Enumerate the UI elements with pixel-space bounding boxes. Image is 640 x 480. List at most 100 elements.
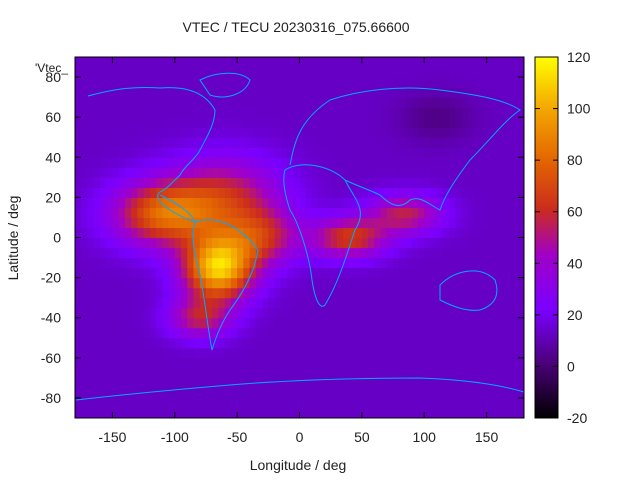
heatmap-cell	[318, 77, 326, 88]
heatmap-cell	[156, 357, 163, 369]
heatmap-cell	[461, 267, 469, 279]
heatmap-cell	[449, 347, 457, 359]
heatmap-cell	[442, 317, 450, 329]
coast-australia	[439, 270, 498, 311]
heatmap-cell	[374, 137, 382, 148]
heatmap-cell	[318, 337, 326, 349]
heatmap-cell	[380, 377, 388, 389]
heatmap-cell	[262, 87, 269, 98]
heatmap-cell	[505, 127, 513, 138]
heatmap-cell	[212, 367, 220, 379]
heatmap-cell	[411, 397, 419, 409]
heatmap-cell	[218, 97, 226, 108]
heatmap-cell	[99, 217, 107, 229]
heatmap-cell	[318, 167, 326, 178]
heatmap-cell	[517, 107, 524, 118]
heatmap-cell	[417, 217, 425, 229]
heatmap-cell	[299, 127, 307, 138]
heatmap-cell	[305, 277, 313, 289]
heatmap-cell	[405, 247, 413, 259]
heatmap-cell	[224, 197, 232, 209]
heatmap-cell	[124, 397, 132, 409]
heatmap-cell	[311, 207, 319, 219]
heatmap-cell	[81, 87, 89, 98]
heatmap-cell	[380, 207, 388, 219]
heatmap-cell	[93, 117, 101, 128]
heatmap-cell	[274, 87, 282, 98]
heatmap-cell	[411, 377, 419, 389]
heatmap-cell	[449, 77, 457, 88]
heatmap-cell	[106, 337, 114, 349]
heatmap-cell	[280, 327, 288, 339]
heatmap-cell	[355, 97, 363, 108]
heatmap-cell	[205, 407, 213, 418]
heatmap-cell	[280, 357, 288, 369]
heatmap-cell	[442, 57, 450, 68]
heatmap-cell	[417, 147, 425, 158]
heatmap-cell	[349, 287, 357, 299]
heatmap-cell	[449, 297, 457, 309]
heatmap-cell	[436, 97, 444, 108]
heatmap-cell	[474, 407, 481, 418]
heatmap-cell	[181, 127, 188, 138]
heatmap-cell	[330, 397, 338, 409]
heatmap-cell	[187, 137, 195, 148]
heatmap-cell	[268, 197, 276, 209]
heatmap-cell	[243, 107, 251, 118]
heatmap-cell	[386, 167, 394, 178]
heatmap-cell	[212, 247, 220, 259]
heatmap-cell	[330, 77, 338, 88]
heatmap-cell	[343, 197, 350, 209]
heatmap-cell	[330, 367, 338, 379]
heatmap-cell	[343, 287, 350, 299]
heatmap-cell	[374, 97, 382, 108]
heatmap-cell	[280, 377, 288, 389]
heatmap-cell	[218, 247, 226, 259]
heatmap-cell	[162, 297, 170, 309]
y-tick-label: -60	[41, 350, 61, 366]
heatmap-cell	[467, 347, 475, 359]
heatmap-cell	[287, 327, 294, 339]
heatmap-cell	[162, 207, 170, 219]
heatmap-cell	[349, 137, 357, 148]
heatmap-cell	[162, 317, 170, 329]
heatmap-cell	[93, 107, 101, 118]
heatmap-cell	[492, 297, 500, 309]
heatmap-cell	[168, 77, 176, 88]
heatmap-cell	[131, 147, 138, 158]
heatmap-cell	[324, 167, 332, 178]
heatmap-cell	[156, 87, 163, 98]
heatmap-cell	[442, 287, 450, 299]
heatmap-cell	[156, 97, 163, 108]
heatmap-cell	[305, 267, 313, 279]
heatmap-cell	[336, 97, 344, 108]
heatmap-cell	[268, 107, 276, 118]
heatmap-cell	[156, 327, 163, 339]
heatmap-cell	[442, 407, 450, 418]
heatmap-cell	[237, 157, 244, 168]
heatmap-cell	[318, 367, 326, 379]
heatmap-cell	[349, 147, 357, 158]
heatmap-cell	[324, 227, 332, 239]
heatmap-cell	[280, 287, 288, 299]
heatmap-cell	[467, 177, 475, 188]
heatmap-cell	[393, 157, 400, 168]
heatmap-cell	[517, 217, 524, 229]
heatmap-cell	[436, 107, 444, 118]
heatmap-cell	[474, 97, 481, 108]
heatmap-cell	[386, 297, 394, 309]
heatmap-cell	[517, 147, 524, 158]
heatmap-cell	[193, 127, 201, 138]
heatmap-cell	[449, 137, 457, 148]
heatmap-cell	[486, 57, 494, 68]
heatmap-cell	[249, 407, 257, 418]
heatmap-cell	[262, 277, 269, 289]
heatmap-cell	[517, 67, 524, 78]
heatmap-cell	[386, 327, 394, 339]
heatmap-cell	[187, 267, 195, 279]
heatmap-cell	[411, 327, 419, 339]
heatmap-cell	[436, 57, 444, 68]
heatmap-cell	[124, 87, 132, 98]
heatmap-cell	[517, 117, 524, 128]
heatmap-cell	[349, 227, 357, 239]
